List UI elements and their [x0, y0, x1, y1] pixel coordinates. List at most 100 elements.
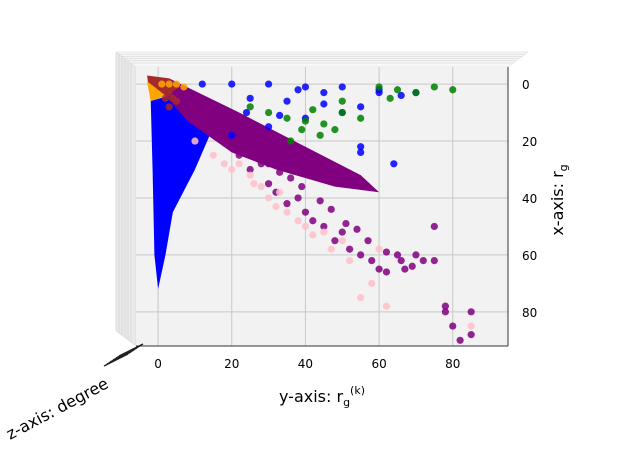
data-point	[246, 103, 254, 111]
data-point	[368, 279, 376, 287]
data-point	[198, 80, 206, 88]
data-point	[386, 94, 394, 102]
data-point	[375, 245, 383, 253]
data-point	[368, 256, 376, 265]
data-point	[393, 251, 402, 259]
data-point	[264, 108, 273, 117]
data-point	[172, 80, 181, 88]
data-point	[419, 256, 427, 265]
data-point	[338, 228, 346, 236]
data-point	[298, 182, 306, 191]
data-point	[382, 302, 391, 310]
data-point	[338, 97, 346, 105]
data-point	[327, 245, 335, 253]
data-point	[412, 251, 420, 259]
data-point	[449, 86, 457, 94]
data-point	[338, 83, 346, 91]
data-point	[346, 256, 354, 265]
data-point	[276, 111, 284, 119]
data-point	[294, 217, 302, 225]
data-point	[158, 80, 166, 88]
data-point	[294, 194, 302, 202]
data-point	[246, 171, 254, 179]
data-point	[412, 89, 420, 97]
data-point	[382, 268, 391, 276]
data-point	[357, 103, 365, 111]
y-axis-label: y-axis: rg(k)	[279, 384, 365, 409]
data-point	[375, 89, 383, 97]
data-point	[357, 148, 365, 157]
data-point	[287, 174, 295, 182]
data-point	[264, 80, 273, 88]
data-point	[320, 120, 328, 128]
y-tick-label: 20	[224, 357, 239, 371]
data-point	[430, 222, 438, 231]
z-axis-tick-cluster	[103, 343, 144, 367]
data-point	[375, 265, 383, 273]
data-point	[301, 208, 310, 216]
data-point	[456, 336, 464, 344]
data-point	[346, 245, 354, 253]
y-tick-label: 60	[371, 357, 386, 371]
data-point	[467, 308, 475, 316]
data-point	[235, 151, 243, 159]
data-point	[287, 137, 295, 145]
data-point	[338, 108, 346, 117]
data-point	[342, 219, 350, 228]
data-point	[228, 131, 236, 139]
x-tick-label: 40	[522, 192, 537, 206]
data-point	[264, 194, 273, 202]
data-point	[316, 197, 324, 205]
data-point	[467, 331, 475, 339]
data-point	[235, 160, 243, 168]
data-point	[357, 143, 365, 151]
data-point	[161, 94, 170, 102]
x-tick-label: 0	[522, 78, 530, 92]
data-point	[283, 97, 291, 105]
data-point	[397, 91, 405, 100]
data-point	[264, 160, 273, 168]
data-point	[228, 165, 236, 174]
data-point	[393, 86, 402, 94]
data-point	[441, 302, 449, 310]
x-tick-label: 80	[522, 306, 537, 320]
data-point	[320, 222, 328, 231]
data-point	[180, 83, 188, 91]
data-point	[301, 117, 310, 125]
data-point	[353, 225, 361, 233]
data-point	[276, 188, 284, 196]
data-point	[246, 94, 254, 102]
data-point	[338, 237, 346, 245]
data-point	[430, 256, 438, 265]
data-point	[382, 248, 391, 256]
data-point	[209, 151, 217, 159]
data-point	[257, 160, 265, 168]
data-points	[147, 75, 475, 344]
purple-density-region	[165, 78, 380, 193]
data-point	[320, 228, 328, 236]
data-point	[272, 202, 280, 211]
data-point	[401, 265, 409, 273]
data-point	[316, 131, 324, 139]
data-point	[294, 86, 302, 94]
data-point	[309, 106, 317, 114]
data-point	[301, 83, 310, 91]
data-point	[220, 160, 228, 168]
data-point	[449, 322, 457, 330]
data-point	[390, 160, 398, 168]
data-point	[165, 80, 173, 88]
data-point	[298, 126, 306, 134]
data-point	[309, 231, 317, 239]
y-tick-label: 40	[298, 357, 313, 371]
data-point	[467, 322, 475, 330]
data-point	[357, 114, 365, 122]
data-point	[172, 97, 181, 105]
data-point	[357, 294, 365, 302]
y-tick-label: 0	[154, 357, 162, 371]
y-tick-label: 80	[445, 357, 460, 371]
data-point	[246, 165, 254, 174]
data-point	[250, 180, 258, 188]
z-axis-label: z-axis: degree	[3, 374, 111, 444]
x-axis-label: x-axis: rg	[548, 164, 570, 235]
